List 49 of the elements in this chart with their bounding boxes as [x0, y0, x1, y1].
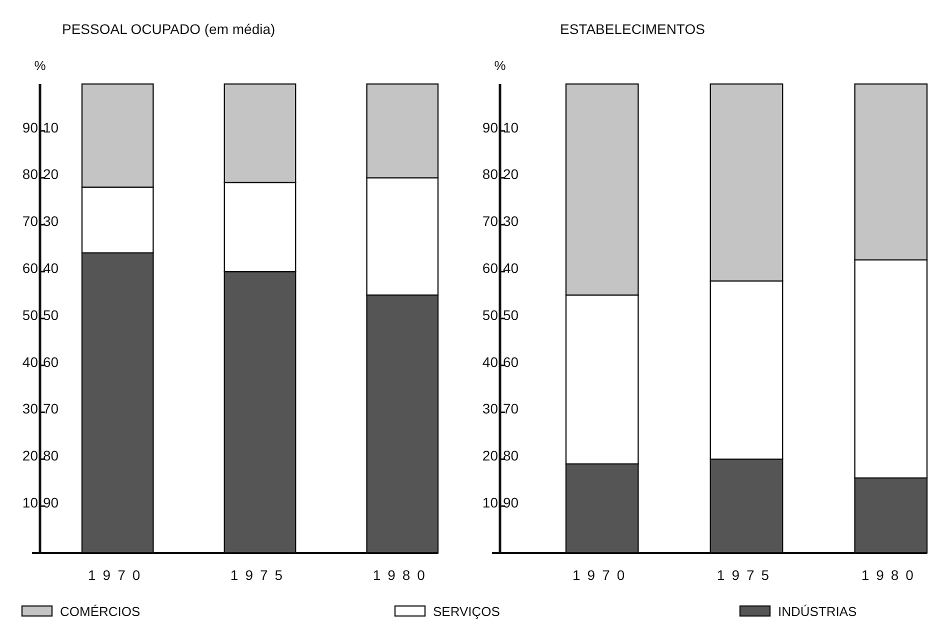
y-tick-label: 50 [22, 306, 38, 323]
x-tick-label: 1970 [572, 567, 632, 583]
y2-tick-label: 80 [503, 448, 519, 464]
y2-tick-label: 70 [503, 400, 519, 417]
y-tick-label: 30 [482, 400, 498, 417]
x-tick-label: 1970 [88, 567, 148, 583]
y2-tick-label: 50 [43, 306, 59, 323]
y-tick-label: 10 [22, 494, 38, 510]
legend-label: INDÚSTRIAS [778, 604, 858, 619]
x-tick-label: 1980 [372, 567, 432, 583]
x-tick-label: 1975 [230, 567, 290, 583]
y2-tick-label: 90 [43, 494, 59, 510]
x-tick-label: 1980 [861, 567, 920, 583]
y-tick-label: 70 [482, 213, 498, 230]
y2-tick-label: 60 [503, 354, 519, 370]
y-tick-label: 80 [482, 166, 498, 182]
chart-title: ESTABELECIMENTOS [560, 21, 705, 37]
x-tick-label: 1975 [716, 567, 776, 583]
y2-tick-label: 60 [43, 354, 59, 370]
y-tick-label: 90 [22, 119, 38, 136]
y-tick-label: 70 [22, 213, 38, 230]
y2-tick-label: 30 [43, 213, 59, 230]
y2-tick-label: 40 [503, 260, 519, 276]
y2-tick-label: 70 [43, 400, 59, 417]
y2-tick-label: 50 [503, 306, 519, 323]
y-axis-title: % [494, 58, 506, 73]
y-tick-label: 80 [22, 166, 38, 182]
y-tick-label: 30 [22, 400, 38, 417]
legend-label: SERVIÇOS [433, 604, 500, 619]
y2-tick-label: 20 [503, 166, 519, 182]
y-axis-title: % [34, 58, 46, 73]
y2-tick-label: 40 [43, 260, 59, 276]
legend-label: COMÉRCIOS [60, 604, 140, 619]
y2-tick-label: 20 [43, 166, 59, 182]
y2-tick-label: 80 [43, 448, 59, 464]
y-tick-label: 60 [482, 260, 498, 276]
y-tick-label: 90 [482, 119, 498, 136]
y2-tick-label: 90 [503, 494, 519, 510]
y-tick-label: 40 [22, 354, 38, 370]
y-tick-label: 20 [482, 448, 498, 464]
y-tick-label: 60 [22, 260, 38, 276]
y-tick-label: 50 [482, 306, 498, 323]
y-tick-label: 20 [22, 448, 38, 464]
y-tick-label: 40 [482, 354, 498, 370]
y2-tick-label: 10 [503, 119, 519, 136]
y2-tick-label: 30 [503, 213, 519, 230]
chart-title: PESSOAL OCUPADO (em média) [62, 21, 276, 37]
y2-tick-label: 10 [43, 119, 59, 136]
y-tick-label: 10 [482, 494, 498, 510]
